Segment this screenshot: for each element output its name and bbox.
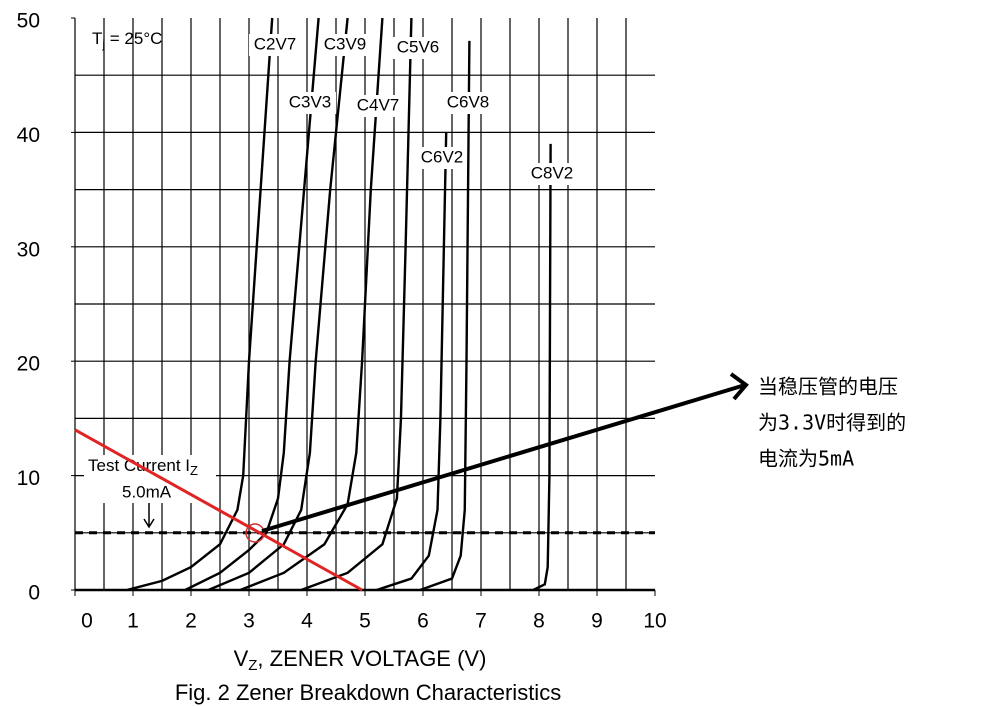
- callout-text: 当稳压管的电压: [758, 375, 898, 399]
- series-label: C6V2: [421, 147, 464, 166]
- callout-text: 为3.3V时得到的: [758, 411, 906, 435]
- test-label-sub: Z: [190, 463, 198, 478]
- series-label: C4V7: [357, 95, 400, 114]
- series-label: C8V2: [531, 163, 574, 182]
- y-tick-label: 20: [17, 353, 40, 376]
- series-label-bg: [416, 147, 468, 169]
- x-tick-label: 2: [185, 610, 197, 633]
- x-label-main: V: [234, 646, 249, 671]
- marker-circle: [245, 523, 265, 543]
- y-tick-label: 0: [28, 582, 40, 605]
- x-label-sub: Z: [248, 657, 257, 674]
- series-line: [126, 17, 274, 592]
- x-tick-label: 3: [243, 610, 255, 633]
- x-tick-label: 10: [643, 610, 666, 633]
- x-tick-label: 6: [417, 610, 429, 633]
- condition-rest: = 25°C: [105, 29, 162, 48]
- test-arrow: [143, 503, 155, 529]
- x-axis-label: VZ, ZENER VOLTAGE (V): [234, 646, 487, 674]
- condition-sub: j: [101, 37, 105, 51]
- load-line: [74, 428, 363, 592]
- x-tick-label: 9: [591, 610, 603, 633]
- x-label-rest: , ZENER VOLTAGE (V): [257, 646, 486, 671]
- series-label-bg: [392, 37, 444, 59]
- caption: Fig. 2 Zener Breakdown Characteristics: [175, 680, 561, 705]
- condition-label: Tj = 25°C: [92, 29, 162, 51]
- series-line: [532, 143, 552, 592]
- series-line: [300, 17, 413, 592]
- series-line: [184, 17, 320, 592]
- series-label-bg: [249, 34, 301, 56]
- series-line: [207, 17, 349, 592]
- x-tick-label: 1: [127, 610, 139, 633]
- series-label-bg: [526, 163, 578, 185]
- series-line: [376, 132, 448, 592]
- series-label-bg: [442, 92, 494, 114]
- series-label: C3V9: [324, 34, 367, 53]
- y-tick-label: 30: [17, 238, 40, 261]
- y-tick-label: 40: [17, 124, 40, 147]
- series-line: [419, 40, 471, 592]
- x-tick-label: 8: [533, 610, 545, 633]
- x-tick-label: 0: [81, 610, 93, 633]
- series-label-bg: [284, 92, 336, 114]
- callout-arrow: [261, 372, 749, 533]
- condition-main: T: [92, 29, 102, 48]
- series-label-bg: [352, 95, 404, 117]
- test-current-value: 5.0mA: [122, 482, 172, 501]
- y-tick-label: 50: [17, 10, 40, 33]
- y-tick-label: 10: [17, 467, 40, 490]
- x-tick-label: 5: [359, 610, 371, 633]
- series-label: C5V6: [397, 37, 440, 56]
- callout-text: 电流为5mA: [758, 447, 854, 471]
- x-tick-label: 7: [475, 610, 487, 633]
- x-tick-label: 4: [301, 610, 313, 633]
- series-line: [239, 17, 384, 592]
- series-label: C3V3: [289, 92, 332, 111]
- series-label: C2V7: [254, 34, 297, 53]
- series-label: C6V8: [447, 92, 490, 111]
- series-label-bg: [319, 34, 371, 56]
